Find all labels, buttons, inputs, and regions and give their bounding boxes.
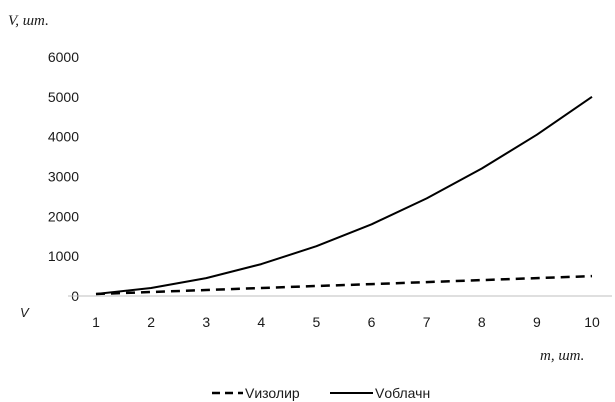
x-tick-label: 5 [313,314,321,330]
x-tick-label: 8 [478,314,486,330]
x-tick-label: 4 [257,314,265,330]
axis-corner-label: V [20,305,30,320]
series-lines [95,95,593,296]
x-tick-label: 7 [423,314,431,330]
y-tick-label: 5000 [48,89,79,105]
x-tick-label: 2 [147,314,155,330]
series-line-voblachn [95,95,593,295]
x-axis-title: m, шт. [540,348,584,364]
x-tick-label: 10 [584,314,600,330]
y-tick-label: 1000 [48,248,79,264]
x-tick-label: 1 [92,314,100,330]
x-tick-label: 3 [202,314,210,330]
y-tick-label: 4000 [48,129,79,145]
legend: Vизолир Vоблачн [212,385,430,401]
x-tick-label: 6 [368,314,376,330]
y-axis-title: V, шт. [8,13,49,29]
y-tick-label: 2000 [48,208,79,224]
y-tick-label: 3000 [48,169,79,185]
x-axis-ticks: 1 2 3 4 5 6 7 8 9 10 [92,314,600,330]
y-tick-label: 6000 [48,49,79,65]
series-line-visolir [95,274,593,296]
x-tick-label: 9 [533,314,541,330]
legend-label-visolir: Vизолир [245,385,300,401]
legend-label-voblachn: Vоблачн [375,385,430,401]
